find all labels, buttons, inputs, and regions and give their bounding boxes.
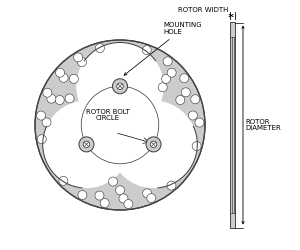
Circle shape [37,135,46,144]
Circle shape [78,190,87,200]
Circle shape [37,111,46,120]
Circle shape [119,194,128,203]
Circle shape [109,177,118,186]
Circle shape [176,96,185,104]
Circle shape [163,57,172,66]
Circle shape [192,142,201,150]
Circle shape [35,40,205,210]
Circle shape [77,58,86,66]
Circle shape [42,118,51,127]
Bar [232,37,233,213]
Circle shape [43,88,52,97]
Circle shape [117,83,123,89]
Circle shape [83,141,90,148]
Circle shape [150,141,157,148]
Circle shape [142,46,151,55]
Circle shape [158,83,167,92]
Text: ROTOR
DIAMETER: ROTOR DIAMETER [245,118,281,132]
Circle shape [167,181,176,190]
Circle shape [167,68,176,77]
Circle shape [162,74,171,83]
Bar [230,22,235,228]
Circle shape [142,189,152,198]
Circle shape [100,198,109,207]
Circle shape [79,137,94,152]
Circle shape [59,176,68,185]
Circle shape [110,100,197,188]
Circle shape [112,79,128,94]
Circle shape [56,68,64,77]
Circle shape [181,88,190,97]
Circle shape [95,191,104,200]
Text: ROTOR WIDTH: ROTOR WIDTH [178,8,229,14]
Text: ROTOR BOLT
CIRCLE: ROTOR BOLT CIRCLE [85,108,129,122]
Circle shape [59,73,68,82]
Circle shape [147,194,156,202]
Circle shape [95,44,104,52]
Circle shape [146,137,161,152]
Circle shape [124,200,133,208]
Circle shape [116,186,124,195]
Circle shape [43,100,130,188]
Circle shape [191,95,200,104]
Circle shape [55,96,64,104]
Circle shape [195,118,204,127]
Circle shape [76,42,164,130]
Circle shape [74,53,82,62]
Text: MOUNTING
HOLE: MOUNTING HOLE [124,22,202,75]
Circle shape [65,94,74,103]
Circle shape [188,111,197,120]
Circle shape [180,74,189,83]
Circle shape [69,74,78,83]
Circle shape [47,94,56,103]
